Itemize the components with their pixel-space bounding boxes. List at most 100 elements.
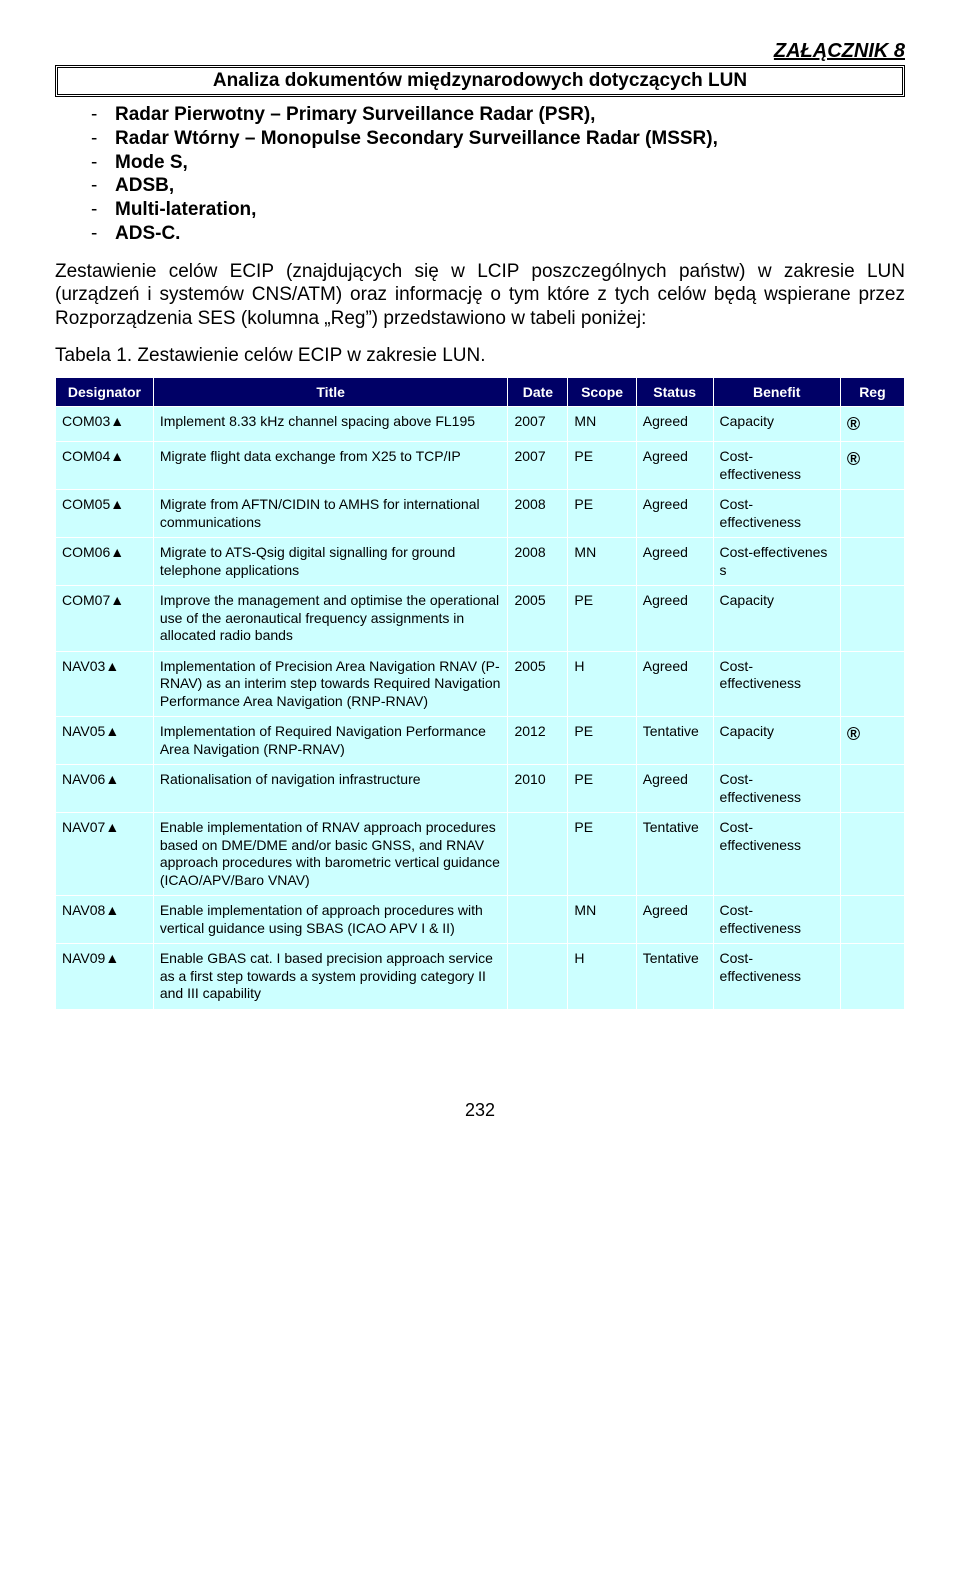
triangle-icon: ▲ xyxy=(105,658,119,676)
cell-scope: H xyxy=(568,652,635,717)
triangle-icon: ▲ xyxy=(110,544,124,562)
cell-status: Agreed xyxy=(637,765,713,812)
cell-status: Agreed xyxy=(637,896,713,943)
cell-benefit: Cost-effectiveness xyxy=(714,896,840,943)
triangle-icon: ▲ xyxy=(110,496,124,514)
cell-reg: ® xyxy=(841,717,904,764)
col-header-designator: Designator xyxy=(56,378,153,406)
table-row: COM06▲Migrate to ATS-Qsig digital signal… xyxy=(56,538,904,585)
cell-status: Agreed xyxy=(637,586,713,651)
cell-status: Agreed xyxy=(637,538,713,585)
cell-reg: ® xyxy=(841,407,904,442)
table-row: NAV07▲Enable implementation of RNAV appr… xyxy=(56,813,904,895)
cell-scope: PE xyxy=(568,586,635,651)
triangle-icon: ▲ xyxy=(105,723,119,741)
triangle-icon: ▲ xyxy=(105,902,119,920)
cell-designator: COM07▲ xyxy=(56,586,153,651)
table-caption: Tabela 1. Zestawienie celów ECIP w zakre… xyxy=(55,345,905,367)
cell-title: Rationalisation of navigation infrastruc… xyxy=(154,765,508,812)
table-row: COM04▲Migrate flight data exchange from … xyxy=(56,442,904,489)
cell-designator: NAV03▲ xyxy=(56,652,153,717)
cell-designator: NAV08▲ xyxy=(56,896,153,943)
col-header-benefit: Benefit xyxy=(714,378,840,406)
cell-scope: PE xyxy=(568,765,635,812)
cell-scope: PE xyxy=(568,490,635,537)
cell-title: Migrate from AFTN/CIDIN to AMHS for inte… xyxy=(154,490,508,537)
cell-benefit: Cost-effectiveness xyxy=(714,944,840,1009)
reg-icon: ® xyxy=(847,414,860,434)
cell-designator: COM06▲ xyxy=(56,538,153,585)
cell-scope: MN xyxy=(568,896,635,943)
cell-designator: NAV05▲ xyxy=(56,717,153,764)
bullet-item: Mode S, xyxy=(115,151,905,175)
reg-icon: ® xyxy=(847,449,860,469)
bullet-item: Radar Pierwotny – Primary Surveillance R… xyxy=(115,103,905,127)
cell-reg xyxy=(841,538,904,585)
cell-reg xyxy=(841,813,904,895)
cell-status: Agreed xyxy=(637,652,713,717)
reg-icon: ® xyxy=(847,724,860,744)
triangle-icon: ▲ xyxy=(110,448,124,466)
table-header-row: Designator Title Date Scope Status Benef… xyxy=(56,378,904,406)
cell-status: Tentative xyxy=(637,944,713,1009)
cell-benefit: Cost-effectiveness xyxy=(714,490,840,537)
cell-designator: NAV06▲ xyxy=(56,765,153,812)
cell-title: Migrate to ATS-Qsig digital signalling f… xyxy=(154,538,508,585)
page-number: 232 xyxy=(55,1100,905,1121)
cell-scope: MN xyxy=(568,538,635,585)
cell-reg xyxy=(841,490,904,537)
bullet-item: ADSB, xyxy=(115,174,905,198)
cell-reg xyxy=(841,896,904,943)
bullet-item: ADS-C. xyxy=(115,222,905,246)
table-row: COM07▲Improve the management and optimis… xyxy=(56,586,904,651)
cell-title: Implementation of Required Navigation Pe… xyxy=(154,717,508,764)
cell-status: Agreed xyxy=(637,407,713,442)
cell-title: Enable implementation of RNAV approach p… xyxy=(154,813,508,895)
bullet-list: Radar Pierwotny – Primary Surveillance R… xyxy=(55,103,905,246)
cell-scope: MN xyxy=(568,407,635,442)
col-header-status: Status xyxy=(637,378,713,406)
triangle-icon: ▲ xyxy=(105,771,119,789)
cell-designator: COM03▲ xyxy=(56,407,153,442)
doc-subject-box: Analiza dokumentów międzynarodowych doty… xyxy=(55,65,905,97)
bullet-item: Multi-lateration, xyxy=(115,198,905,222)
table-row: COM05▲Migrate from AFTN/CIDIN to AMHS fo… xyxy=(56,490,904,537)
ecip-table: Designator Title Date Scope Status Benef… xyxy=(55,377,905,1010)
cell-status: Tentative xyxy=(637,717,713,764)
table-row: NAV09▲Enable GBAS cat. I based precision… xyxy=(56,944,904,1009)
cell-designator: NAV09▲ xyxy=(56,944,153,1009)
cell-benefit: Cost-effectiveness xyxy=(714,765,840,812)
cell-date: 2005 xyxy=(508,652,567,717)
cell-reg xyxy=(841,652,904,717)
cell-benefit: Cost-effectivenes s xyxy=(714,538,840,585)
cell-date: 2008 xyxy=(508,490,567,537)
table-row: NAV08▲Enable implementation of approach … xyxy=(56,896,904,943)
cell-designator: COM05▲ xyxy=(56,490,153,537)
cell-date: 2007 xyxy=(508,442,567,489)
cell-benefit: Cost-effectiveness xyxy=(714,442,840,489)
cell-title: Migrate flight data exchange from X25 to… xyxy=(154,442,508,489)
triangle-icon: ▲ xyxy=(105,950,119,968)
bullet-item: Radar Wtórny – Monopulse Secondary Surve… xyxy=(115,127,905,151)
triangle-icon: ▲ xyxy=(105,819,119,837)
cell-date: 2007 xyxy=(508,407,567,442)
cell-benefit: Cost-effectiveness xyxy=(714,652,840,717)
cell-benefit: Capacity xyxy=(714,717,840,764)
cell-title: Improve the management and optimise the … xyxy=(154,586,508,651)
cell-benefit: Cost-effectiveness xyxy=(714,813,840,895)
cell-benefit: Capacity xyxy=(714,586,840,651)
attachment-header: ZAŁĄCZNIK 8 xyxy=(55,40,905,63)
cell-date: 2010 xyxy=(508,765,567,812)
cell-date xyxy=(508,944,567,1009)
cell-reg xyxy=(841,586,904,651)
cell-scope: PE xyxy=(568,717,635,764)
col-header-date: Date xyxy=(508,378,567,406)
col-header-reg: Reg xyxy=(841,378,904,406)
cell-date: 2008 xyxy=(508,538,567,585)
table-row: NAV05▲Implementation of Required Navigat… xyxy=(56,717,904,764)
cell-reg: ® xyxy=(841,442,904,489)
cell-scope: PE xyxy=(568,813,635,895)
cell-title: Enable GBAS cat. I based precision appro… xyxy=(154,944,508,1009)
cell-reg xyxy=(841,765,904,812)
cell-date xyxy=(508,813,567,895)
